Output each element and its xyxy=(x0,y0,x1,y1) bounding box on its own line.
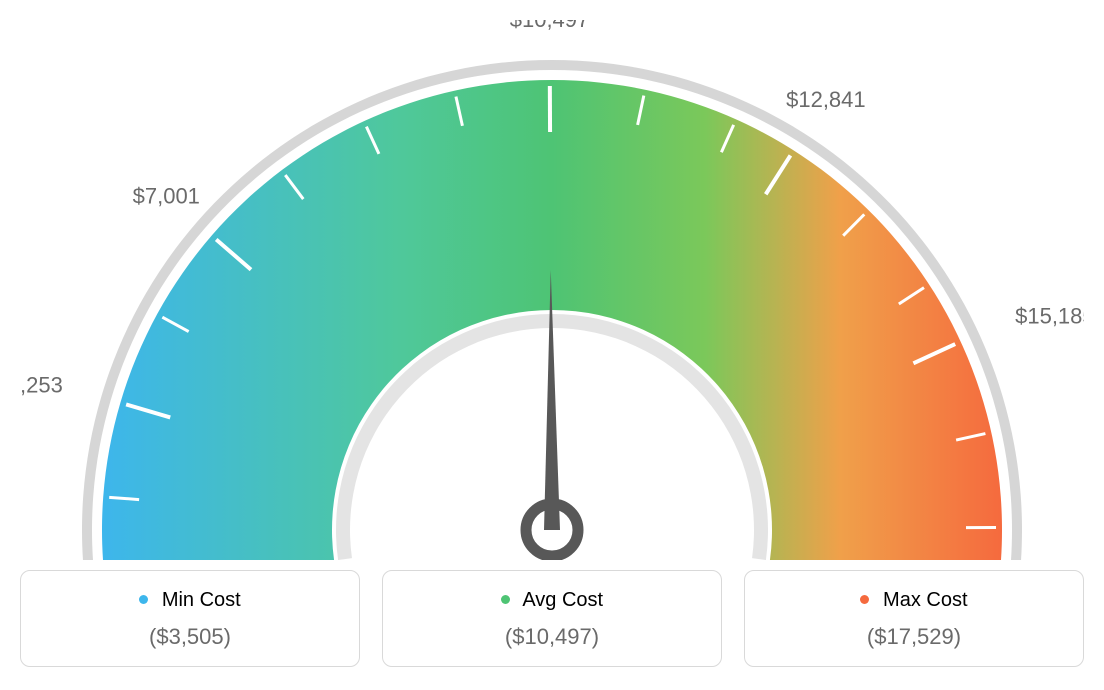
legend-value-max: ($17,529) xyxy=(755,624,1073,650)
svg-text:$7,001: $7,001 xyxy=(133,183,200,208)
svg-text:$5,253: $5,253 xyxy=(20,373,63,398)
legend-value-avg: ($10,497) xyxy=(393,624,711,650)
legend-card-max: Max Cost ($17,529) xyxy=(744,570,1084,667)
legend-title-max-text: Max Cost xyxy=(883,589,967,611)
legend-card-min: Min Cost ($3,505) xyxy=(20,570,360,667)
dot-min-icon xyxy=(139,595,148,604)
legend-title-min: Min Cost xyxy=(31,589,349,612)
legend-title-avg-text: Avg Cost xyxy=(522,589,603,611)
legend-card-avg: Avg Cost ($10,497) xyxy=(382,570,722,667)
dot-avg-icon xyxy=(501,595,510,604)
svg-text:$15,185: $15,185 xyxy=(1015,303,1084,328)
legend-value-min: ($3,505) xyxy=(31,624,349,650)
svg-text:$10,497: $10,497 xyxy=(510,20,590,32)
svg-text:$12,841: $12,841 xyxy=(786,87,866,112)
cost-gauge-widget: $3,505$5,253$7,001$10,497$12,841$15,185$… xyxy=(20,20,1084,667)
dot-max-icon xyxy=(860,595,869,604)
gauge-area: $3,505$5,253$7,001$10,497$12,841$15,185$… xyxy=(20,20,1084,560)
legend-title-max: Max Cost xyxy=(755,589,1073,612)
gauge-chart: $3,505$5,253$7,001$10,497$12,841$15,185$… xyxy=(20,20,1084,560)
legend-title-min-text: Min Cost xyxy=(162,589,241,611)
legend-title-avg: Avg Cost xyxy=(393,589,711,612)
legend-row: Min Cost ($3,505) Avg Cost ($10,497) Max… xyxy=(20,570,1084,667)
